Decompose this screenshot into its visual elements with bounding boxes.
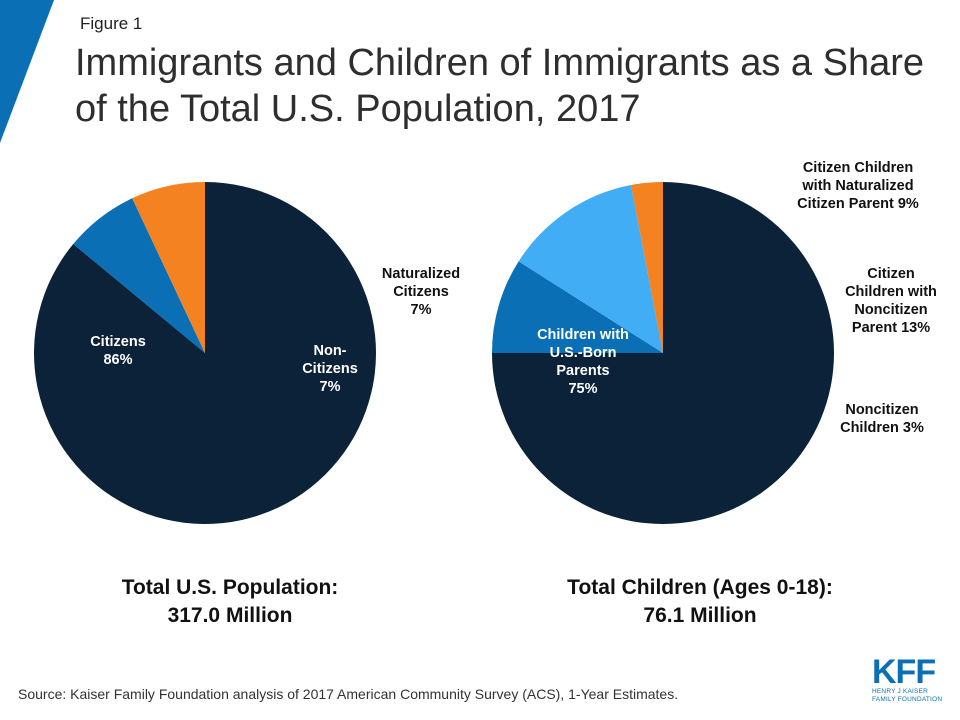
kff-logo: KFF HENRY J KAISER FAMILY FOUNDATION [872, 653, 950, 704]
total-children-caption: Total Children (Ages 0-18): 76.1 Million [500, 574, 900, 630]
pie-chart-total-population: Citizens 86% Naturalized Citizens 7% Non-Citi… [34, 182, 460, 524]
slice-noncitizen-children [630, 182, 663, 353]
slice-naturalized-parent [492, 261, 663, 353]
slice-naturalized-citizens-label: Naturalized Citizens 7% [382, 266, 460, 318]
slice-non-citizens-label: Non-Citizens 7% [302, 343, 358, 395]
corner-accent-shape [0, 0, 54, 143]
chart-title: Immigrants and Children of Immigrants as… [75, 42, 925, 130]
slice-children-us-born-parents-label: Children with U.S.-Born Parents 75% [537, 327, 629, 397]
pie-chart-total-children: Children with U.S.-Born Parents 75% Citizen … [492, 160, 937, 524]
figure-label: Figure 1 [80, 14, 143, 33]
kff-logo-mark: KFF [872, 653, 936, 691]
slice-naturalized-citizens [73, 198, 205, 353]
slice-naturalized-parent-label: Citizen Children with Naturalized Citizen … [797, 160, 919, 212]
total-children-line-1: Total Children (Ages 0-18): [567, 576, 833, 599]
slice-noncitizen-parent [518, 185, 663, 353]
source-note: Source: Kaiser Family Foundation analysi… [18, 686, 679, 702]
kff-logo-line-2: FAMILY FOUNDATION [872, 696, 943, 703]
slice-citizens-label: Citizens 86% [90, 334, 146, 368]
kff-logo-line-1: HENRY J KAISER [872, 688, 929, 695]
total-population-line-2: 317.0 Million [167, 604, 293, 627]
slice-noncitizen-children-label: Noncitizen Children 3% [840, 402, 924, 436]
total-population-line-1: Total U.S. Population: [121, 576, 339, 599]
slice-noncitizen-parent-label: Citizen Children with Noncitizen Parent 13% [845, 266, 937, 336]
total-population-caption: Total U.S. Population: 317.0 Million [60, 574, 400, 630]
total-children-line-2: 76.1 Million [643, 604, 757, 627]
slice-non-citizens [132, 182, 205, 353]
